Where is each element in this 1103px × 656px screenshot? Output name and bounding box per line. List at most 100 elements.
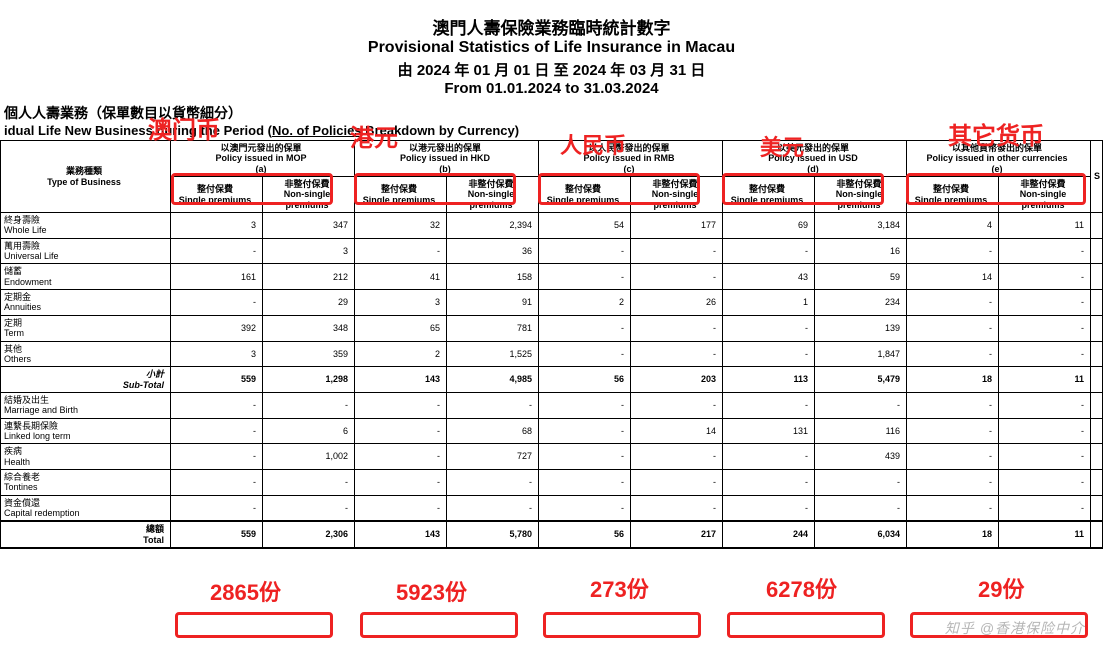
sub-single-3: 整付保費Single premiums [723, 177, 815, 213]
cell: 1 [723, 290, 815, 316]
cell: - [907, 495, 999, 521]
cell: 559 [171, 521, 263, 548]
cell: - [171, 495, 263, 521]
title-block: 澳門人壽保險業務臨時統計數字 Provisional Statistics of… [0, 0, 1103, 97]
cell: 5,479 [815, 367, 907, 393]
cell: - [631, 469, 723, 495]
cell: 3 [171, 213, 263, 239]
cell: 1,298 [263, 367, 355, 393]
cell: - [999, 469, 1091, 495]
cell: 143 [355, 521, 447, 548]
cell: 26 [631, 290, 723, 316]
cell: - [447, 392, 539, 418]
cell: 14 [907, 264, 999, 290]
annot-bottom-box-0 [175, 612, 333, 638]
row-label: 總額Total [1, 521, 171, 548]
sub-non-0: 非整付保費Non-single premiums [263, 177, 355, 213]
annot-bottom-label-1: 5923份 [396, 575, 467, 607]
cell [1091, 238, 1103, 264]
cell: 1,002 [263, 444, 355, 470]
cell: 212 [263, 264, 355, 290]
row-label: 小計Sub-Total [1, 367, 171, 393]
table-row: 綜合養老Tontines---------- [1, 469, 1103, 495]
col-group-4: 以其他貨幣發出的保單Policy issued in other currenc… [907, 141, 1091, 177]
cell: 2,306 [263, 521, 355, 548]
data-table: 業務種類Type of Business以澳門元發出的保單Policy issu… [0, 140, 1103, 549]
section-en-part3: Breakdown by Currency) [362, 123, 520, 138]
table-row: 定期金Annuities-293912261234-- [1, 290, 1103, 316]
annot-bottom-label-4: 29份 [978, 572, 1024, 604]
table-row: 總額Total5592,3061435,780562172446,0341811 [1, 521, 1103, 548]
cell: 139 [815, 315, 907, 341]
cell: 727 [447, 444, 539, 470]
row-label: 定期金Annuities [1, 290, 171, 316]
cell: - [355, 469, 447, 495]
cell: 116 [815, 418, 907, 444]
cell: - [723, 495, 815, 521]
cell: 14 [631, 418, 723, 444]
cell [1091, 264, 1103, 290]
cell: 59 [815, 264, 907, 290]
section-en-part1: idual Life New Business during the Perio… [4, 123, 272, 138]
cell: 439 [815, 444, 907, 470]
row-label: 疾病Health [1, 444, 171, 470]
cell [1091, 367, 1103, 393]
cell: 158 [447, 264, 539, 290]
cell: - [355, 392, 447, 418]
cell: - [539, 418, 631, 444]
cell: 559 [171, 367, 263, 393]
cell: 244 [723, 521, 815, 548]
cell: 3 [355, 290, 447, 316]
row-label: 連繫長期保險Linked long term [1, 418, 171, 444]
cell: 3 [171, 341, 263, 367]
cell: - [999, 495, 1091, 521]
annot-bottom-box-2 [543, 612, 701, 638]
cell: 56 [539, 521, 631, 548]
cell: - [263, 392, 355, 418]
cell: - [907, 315, 999, 341]
cell: - [631, 392, 723, 418]
cell: 16 [815, 238, 907, 264]
cell [1091, 444, 1103, 470]
cell: - [539, 264, 631, 290]
cell: 56 [539, 367, 631, 393]
cell: 2 [539, 290, 631, 316]
cell: 18 [907, 521, 999, 548]
cell: 68 [447, 418, 539, 444]
cell: - [171, 469, 263, 495]
table-row: 結婚及出生Marriage and Birth---------- [1, 392, 1103, 418]
cell: 131 [723, 418, 815, 444]
cell [1091, 213, 1103, 239]
sub-single-4: 整付保費Single premiums [907, 177, 999, 213]
cell: - [263, 469, 355, 495]
cell: 359 [263, 341, 355, 367]
cell: - [171, 392, 263, 418]
cell: 32 [355, 213, 447, 239]
cell: - [999, 418, 1091, 444]
row-label: 儲蓄Endowment [1, 264, 171, 290]
cell: - [999, 290, 1091, 316]
cell: 2,394 [447, 213, 539, 239]
cell: 392 [171, 315, 263, 341]
section-en: idual Life New Business during the Perio… [0, 123, 1103, 138]
cell [1091, 418, 1103, 444]
section-en-underline: No. of Policies [272, 123, 362, 138]
cell: - [723, 341, 815, 367]
date-cn: 由 2024 年 01 月 01 日 至 2024 年 03 月 31 日 [0, 59, 1103, 80]
cell: - [263, 495, 355, 521]
sub-non-1: 非整付保費Non-single premiums [447, 177, 539, 213]
cell: 347 [263, 213, 355, 239]
table-row: 疾病Health-1,002-727---439-- [1, 444, 1103, 470]
cell: 1,525 [447, 341, 539, 367]
cell: - [815, 495, 907, 521]
title-en: Provisional Statistics of Life Insurance… [0, 39, 1103, 57]
cell: 781 [447, 315, 539, 341]
cell: - [171, 444, 263, 470]
cell: 36 [447, 238, 539, 264]
cell: 5,780 [447, 521, 539, 548]
col-group-3: 以美元發出的保單Policy issued in USD(d) [723, 141, 907, 177]
cell: 43 [723, 264, 815, 290]
sub-non-4: 非整付保費Non-single premiums [999, 177, 1091, 213]
cell: - [907, 290, 999, 316]
row-label: 綜合養老Tontines [1, 469, 171, 495]
